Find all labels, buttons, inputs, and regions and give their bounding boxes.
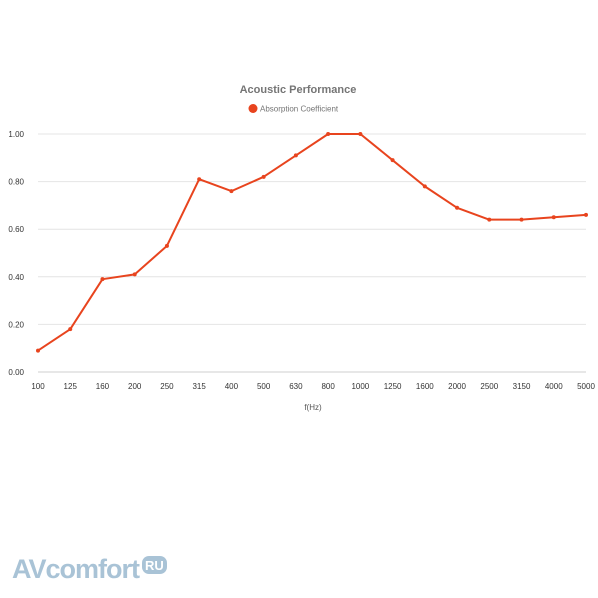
data-point [455, 205, 460, 210]
x-tick-label: 5000 [577, 382, 595, 391]
x-tick-label: 1600 [416, 382, 434, 391]
x-tick-label: 1000 [351, 382, 369, 391]
watermark-badge: RU [142, 556, 167, 574]
x-tick-label: 315 [192, 382, 206, 391]
x-tick-label: 630 [289, 382, 303, 391]
x-tick-label: 2500 [480, 382, 498, 391]
x-tick-label: 3150 [513, 382, 531, 391]
data-point [519, 217, 524, 222]
legend: Absorption Coefficient [248, 104, 339, 114]
data-point [390, 158, 395, 163]
data-point [164, 243, 169, 248]
grid-lines [38, 133, 586, 373]
data-point [326, 132, 331, 136]
data-point [487, 217, 492, 222]
x-tick-label: 4000 [545, 382, 563, 391]
x-tick-label: 800 [321, 382, 335, 391]
data-point [551, 215, 556, 220]
data-point [584, 212, 588, 217]
avcomfort-logo: AVcomfort RU [12, 552, 167, 586]
data-point [229, 189, 234, 194]
legend-marker [248, 104, 258, 113]
data-point [100, 277, 105, 282]
data-point [132, 272, 137, 277]
data-point [36, 348, 40, 353]
data-point [197, 177, 202, 182]
x-tick-label: 1250 [384, 382, 402, 391]
series-absorption-coefficient [36, 132, 588, 353]
y-tick-label: 1.00 [8, 130, 24, 139]
data-point [358, 132, 363, 136]
chart-title: Acoustic Performance [240, 84, 357, 96]
x-tick-label: 125 [64, 382, 78, 391]
x-tick-label: 500 [257, 382, 271, 391]
data-point [68, 327, 73, 332]
y-tick-label: 0.40 [8, 273, 24, 282]
y-tick-label: 0.80 [8, 178, 24, 187]
x-tick-label: 200 [128, 382, 142, 391]
y-tick-label: 0.60 [8, 225, 24, 234]
legend-label: Absorption Coefficient [260, 105, 339, 114]
data-point [261, 174, 266, 179]
x-tick-label: 160 [96, 382, 110, 391]
x-tick-label: 2000 [448, 382, 466, 391]
y-tick-label: 0.00 [8, 368, 24, 377]
series-line [37, 133, 587, 352]
data-point [422, 184, 427, 189]
y-axis-ticks: 0.00 0.20 0.40 0.60 0.80 1.00 [8, 130, 24, 377]
x-axis-label: f(Hz) [304, 403, 322, 412]
y-tick-label: 0.20 [8, 320, 24, 329]
x-tick-label: 400 [225, 382, 239, 391]
x-tick-label: 100 [31, 382, 45, 391]
x-axis-ticks: 100 125 160 200 250 315 400 500 630 800 1000 1250 16… [31, 382, 595, 391]
data-point [293, 153, 298, 158]
watermark-text: AVcomfort [12, 553, 140, 584]
x-tick-label: 250 [160, 382, 174, 391]
